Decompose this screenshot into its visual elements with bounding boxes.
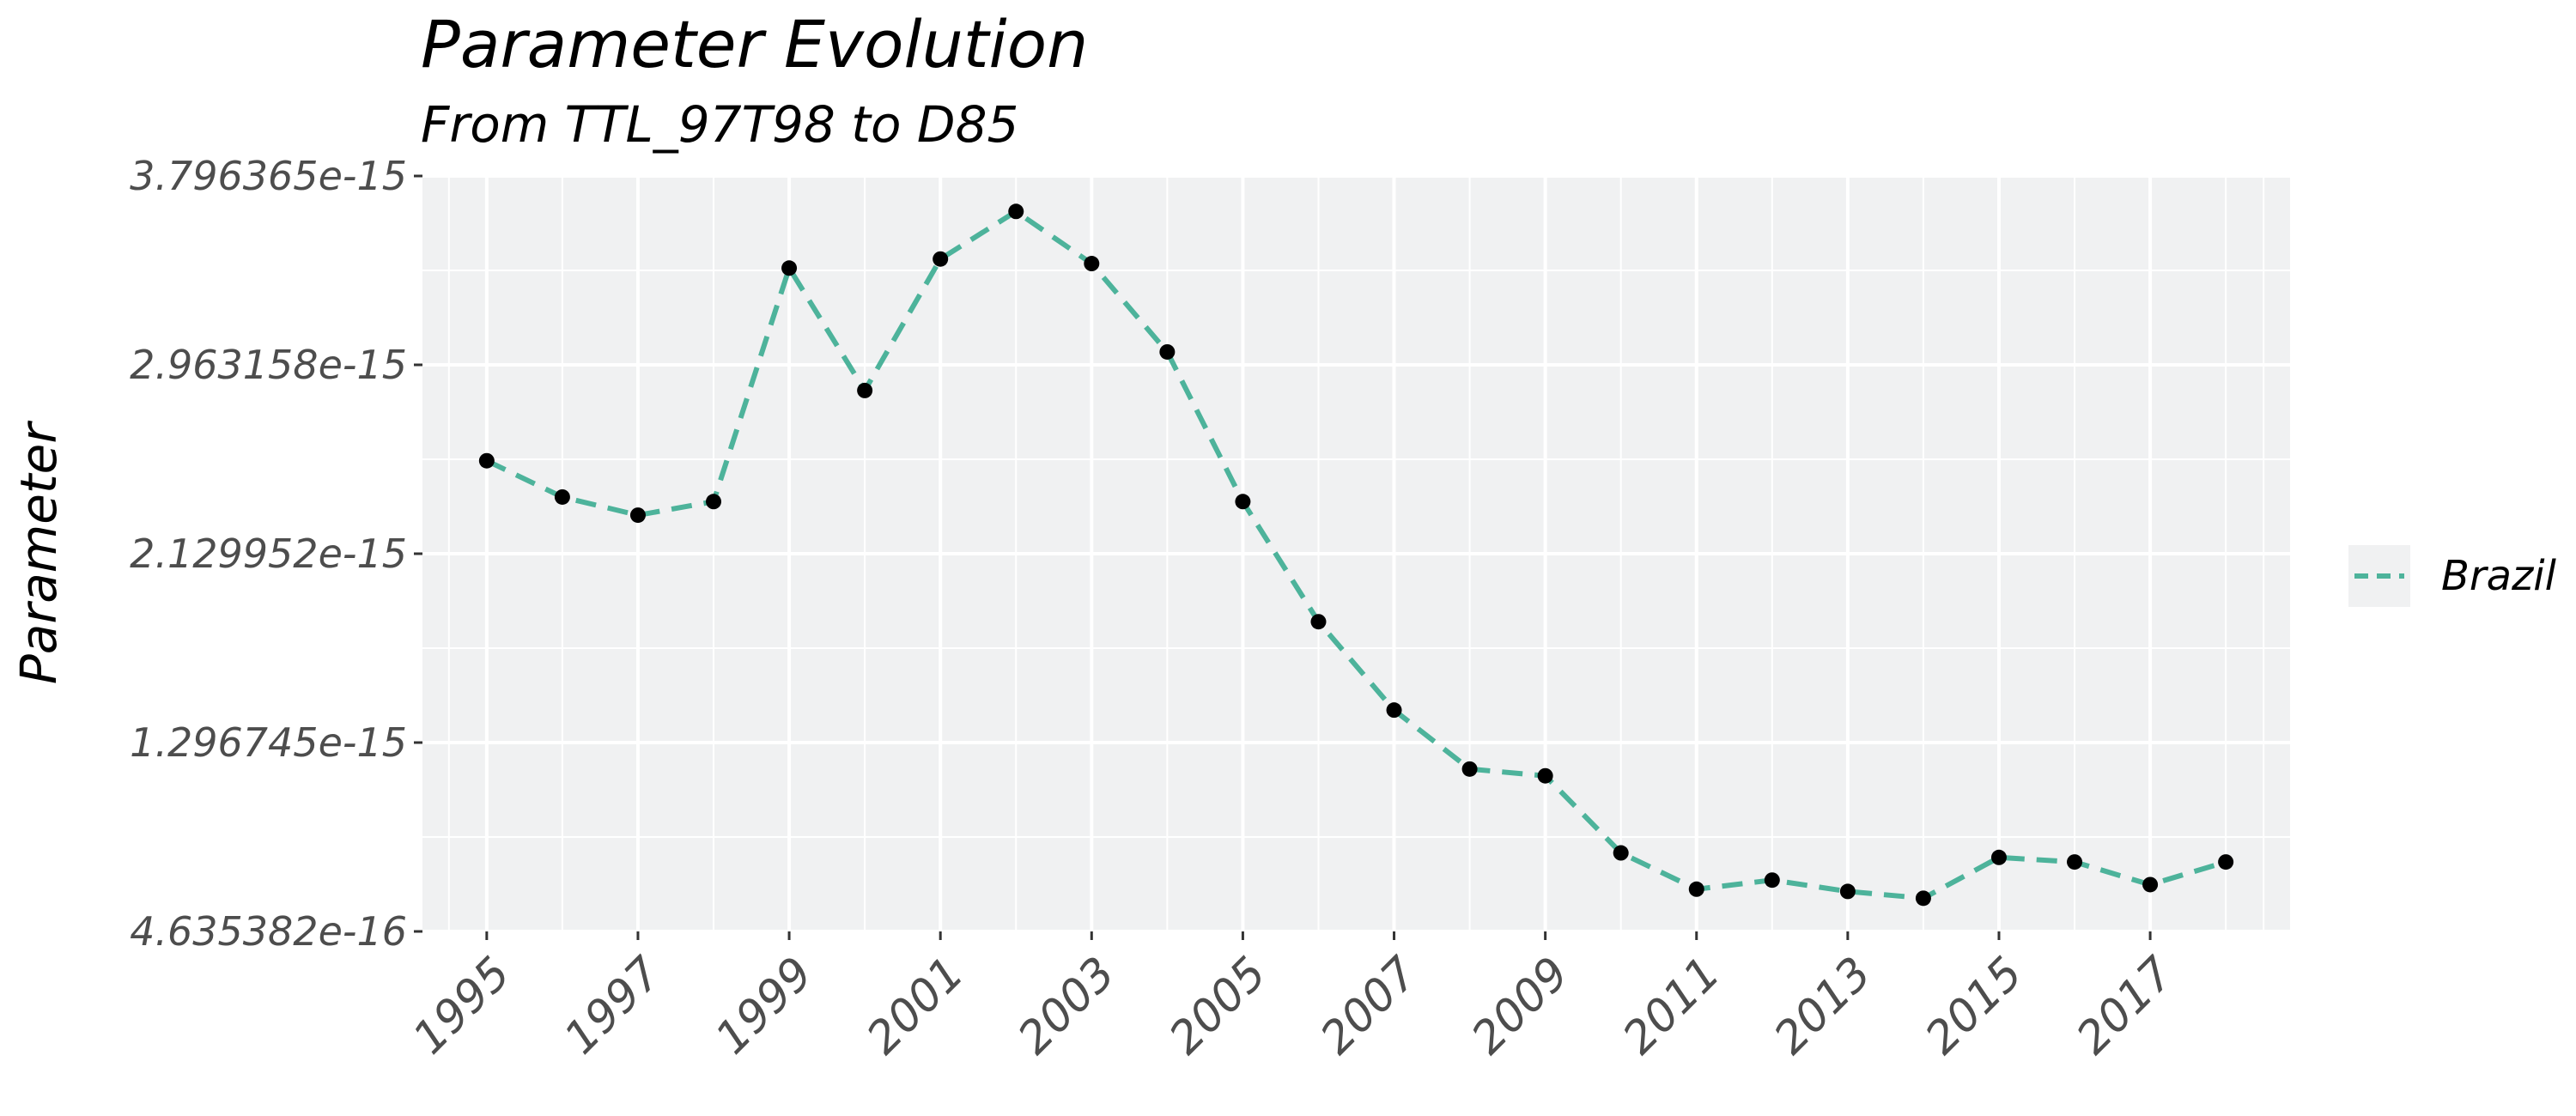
data-point — [1990, 849, 2007, 865]
data-point — [2142, 876, 2159, 893]
grid-lines — [422, 174, 2290, 933]
data-point — [933, 251, 949, 267]
y-tick-label: 2.129952e-15 — [130, 531, 407, 577]
y-tick-label: 2.963158e-15 — [130, 342, 407, 388]
data-point — [554, 488, 570, 505]
y-tick-label: 3.796365e-15 — [130, 153, 407, 199]
legend-label-brazil: Brazil — [2441, 552, 2557, 600]
x-tick-label: 2011 — [1613, 948, 1730, 1064]
x-tick-label: 2013 — [1765, 948, 1881, 1064]
x-tick-label: 1995 — [404, 948, 520, 1064]
x-tick-label: 1999 — [706, 948, 823, 1064]
data-point — [1310, 614, 1327, 630]
data-point — [1839, 883, 1856, 900]
series-brazil — [478, 203, 2234, 907]
data-point — [629, 507, 646, 524]
x-tick-label: 2017 — [2067, 948, 2184, 1064]
y-tick-label: 1.296745e-15 — [130, 719, 407, 766]
y-axis-title: Parameter — [9, 421, 68, 685]
data-point — [1159, 343, 1176, 360]
chart-title: Parameter Evolution — [421, 6, 1088, 82]
y-tick-label: 4.635382e-16 — [130, 908, 407, 955]
data-point — [1915, 890, 1931, 907]
x-tick-label: 1997 — [555, 948, 671, 1064]
data-point — [1386, 702, 1402, 719]
data-point — [1537, 767, 1553, 784]
data-point — [2218, 854, 2234, 870]
x-axis: 1995 1997 1999 2001 2003 2005 2007 2009 2011 2013… — [404, 931, 2184, 1064]
data-point — [1084, 256, 1100, 272]
x-tick-label: 2003 — [1008, 948, 1125, 1064]
data-point — [706, 494, 722, 510]
data-point — [1764, 872, 1780, 889]
data-point — [1688, 881, 1704, 897]
data-point — [2067, 854, 2083, 870]
data-point — [857, 382, 873, 398]
chart-subtitle: From TTL_97T98 to D85 — [421, 95, 1018, 154]
data-point — [1461, 761, 1478, 777]
y-axis: 4.635382e-16 1.296745e-15 2.129952e-15 2.96… — [130, 153, 422, 955]
x-tick-label: 2015 — [1916, 948, 2032, 1064]
data-point — [478, 452, 495, 469]
x-tick-label: 2001 — [857, 948, 974, 1064]
x-tick-label: 2007 — [1311, 948, 1428, 1064]
series-line — [485, 209, 2227, 901]
data-point — [1008, 203, 1024, 220]
x-tick-label: 2005 — [1160, 948, 1277, 1064]
data-point — [1613, 845, 1629, 861]
legend: Brazil — [2348, 545, 2557, 607]
data-point — [1235, 494, 1251, 510]
data-point — [781, 260, 798, 276]
x-tick-label: 2009 — [1462, 948, 1579, 1064]
